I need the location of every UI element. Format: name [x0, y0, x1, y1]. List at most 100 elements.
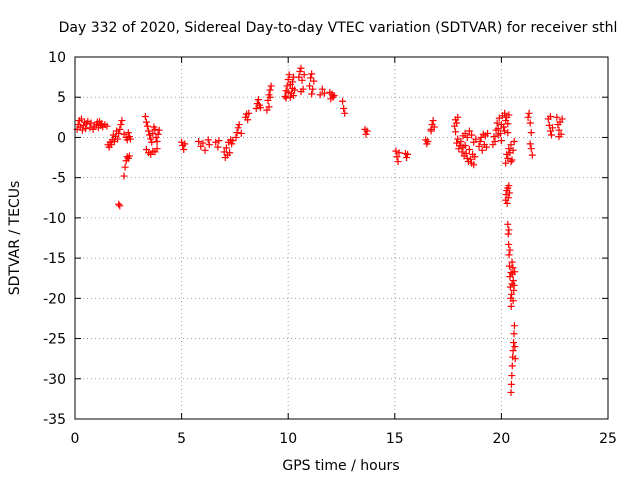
- data-point: [145, 127, 153, 135]
- data-point: [181, 140, 189, 148]
- data-point: [461, 129, 469, 137]
- data-point: [195, 137, 203, 145]
- data-point: [142, 118, 150, 126]
- plot-area-frame: [74, 56, 609, 420]
- data-point: [115, 129, 123, 137]
- data-point: [508, 156, 516, 164]
- data-point: [555, 133, 563, 141]
- data-point: [478, 146, 486, 154]
- data-point: [309, 85, 317, 93]
- data-point: [482, 143, 490, 151]
- y-tick-label: 5: [57, 90, 66, 106]
- y-tick-label: -35: [43, 412, 66, 428]
- data-point: [235, 121, 243, 129]
- data-point: [222, 144, 230, 152]
- data-point: [282, 94, 290, 102]
- data-point: [204, 136, 212, 144]
- data-point: [115, 200, 123, 208]
- data-point: [228, 140, 236, 148]
- data-point: [141, 113, 149, 121]
- y-tick-label: -20: [43, 291, 66, 307]
- data-point: [526, 140, 534, 148]
- data-point: [455, 145, 463, 153]
- data-point: [288, 84, 296, 92]
- data-point: [392, 147, 400, 155]
- data-point: [296, 67, 304, 75]
- data-point: [494, 125, 502, 133]
- data-point: [143, 122, 151, 130]
- data-point: [329, 93, 337, 101]
- data-point: [508, 372, 516, 380]
- data-point: [504, 220, 512, 228]
- data-point: [507, 380, 515, 388]
- data-point: [284, 76, 292, 84]
- data-point: [178, 138, 186, 146]
- data-point: [212, 138, 220, 146]
- data-point: [125, 152, 133, 160]
- data-point: [297, 64, 305, 72]
- data-point: [320, 89, 328, 97]
- data-point: [254, 96, 262, 104]
- data-point: [103, 122, 111, 130]
- data-point: [511, 355, 519, 363]
- data-point: [300, 71, 308, 79]
- data-point: [503, 150, 511, 158]
- data-point: [78, 126, 86, 134]
- data-point: [148, 138, 156, 146]
- data-point: [463, 133, 471, 141]
- data-point: [465, 146, 473, 154]
- data-point: [234, 124, 242, 132]
- data-point: [339, 97, 347, 105]
- data-point: [393, 153, 401, 161]
- data-point: [284, 88, 292, 96]
- data-point: [548, 131, 556, 139]
- y-tick-label: -25: [43, 332, 66, 348]
- data-point: [117, 121, 125, 129]
- data-point: [429, 117, 437, 125]
- data-point: [507, 388, 515, 396]
- data-point: [497, 137, 505, 145]
- x-tick-label: 10: [279, 431, 297, 447]
- data-point: [298, 76, 306, 84]
- data-point: [121, 163, 129, 171]
- data-point: [553, 113, 561, 121]
- data-point: [508, 290, 516, 298]
- data-point: [215, 137, 223, 145]
- data-point: [283, 82, 291, 90]
- data-point: [237, 129, 245, 137]
- data-point: [395, 149, 403, 157]
- data-point: [394, 158, 402, 166]
- data-point: [427, 125, 435, 133]
- data-point: [265, 103, 273, 111]
- data-point: [285, 71, 293, 79]
- data-point: [494, 131, 502, 139]
- data-point: [510, 330, 518, 338]
- data-point: [149, 129, 157, 137]
- data-point: [505, 111, 513, 119]
- data-point: [87, 119, 95, 127]
- data-point: [114, 135, 122, 143]
- data-point: [266, 86, 274, 94]
- data-point: [403, 154, 411, 162]
- x-axis-label: GPS time / hours: [282, 458, 399, 474]
- grid-lines: [75, 57, 608, 419]
- data-point: [507, 141, 515, 149]
- data-point: [511, 343, 519, 351]
- data-point: [508, 362, 516, 370]
- data-point: [116, 202, 124, 210]
- data-point: [505, 226, 513, 234]
- data-point: [466, 155, 474, 163]
- data-point: [501, 109, 509, 117]
- data-point: [475, 142, 483, 150]
- data-point: [555, 126, 563, 134]
- data-point: [504, 129, 512, 137]
- data-point: [316, 91, 324, 99]
- data-point: [153, 145, 161, 153]
- data-point: [470, 161, 478, 169]
- data-point: [558, 115, 566, 123]
- data-point: [506, 189, 514, 197]
- data-point: [286, 93, 294, 101]
- data-point: [84, 117, 92, 125]
- data-point: [98, 120, 106, 128]
